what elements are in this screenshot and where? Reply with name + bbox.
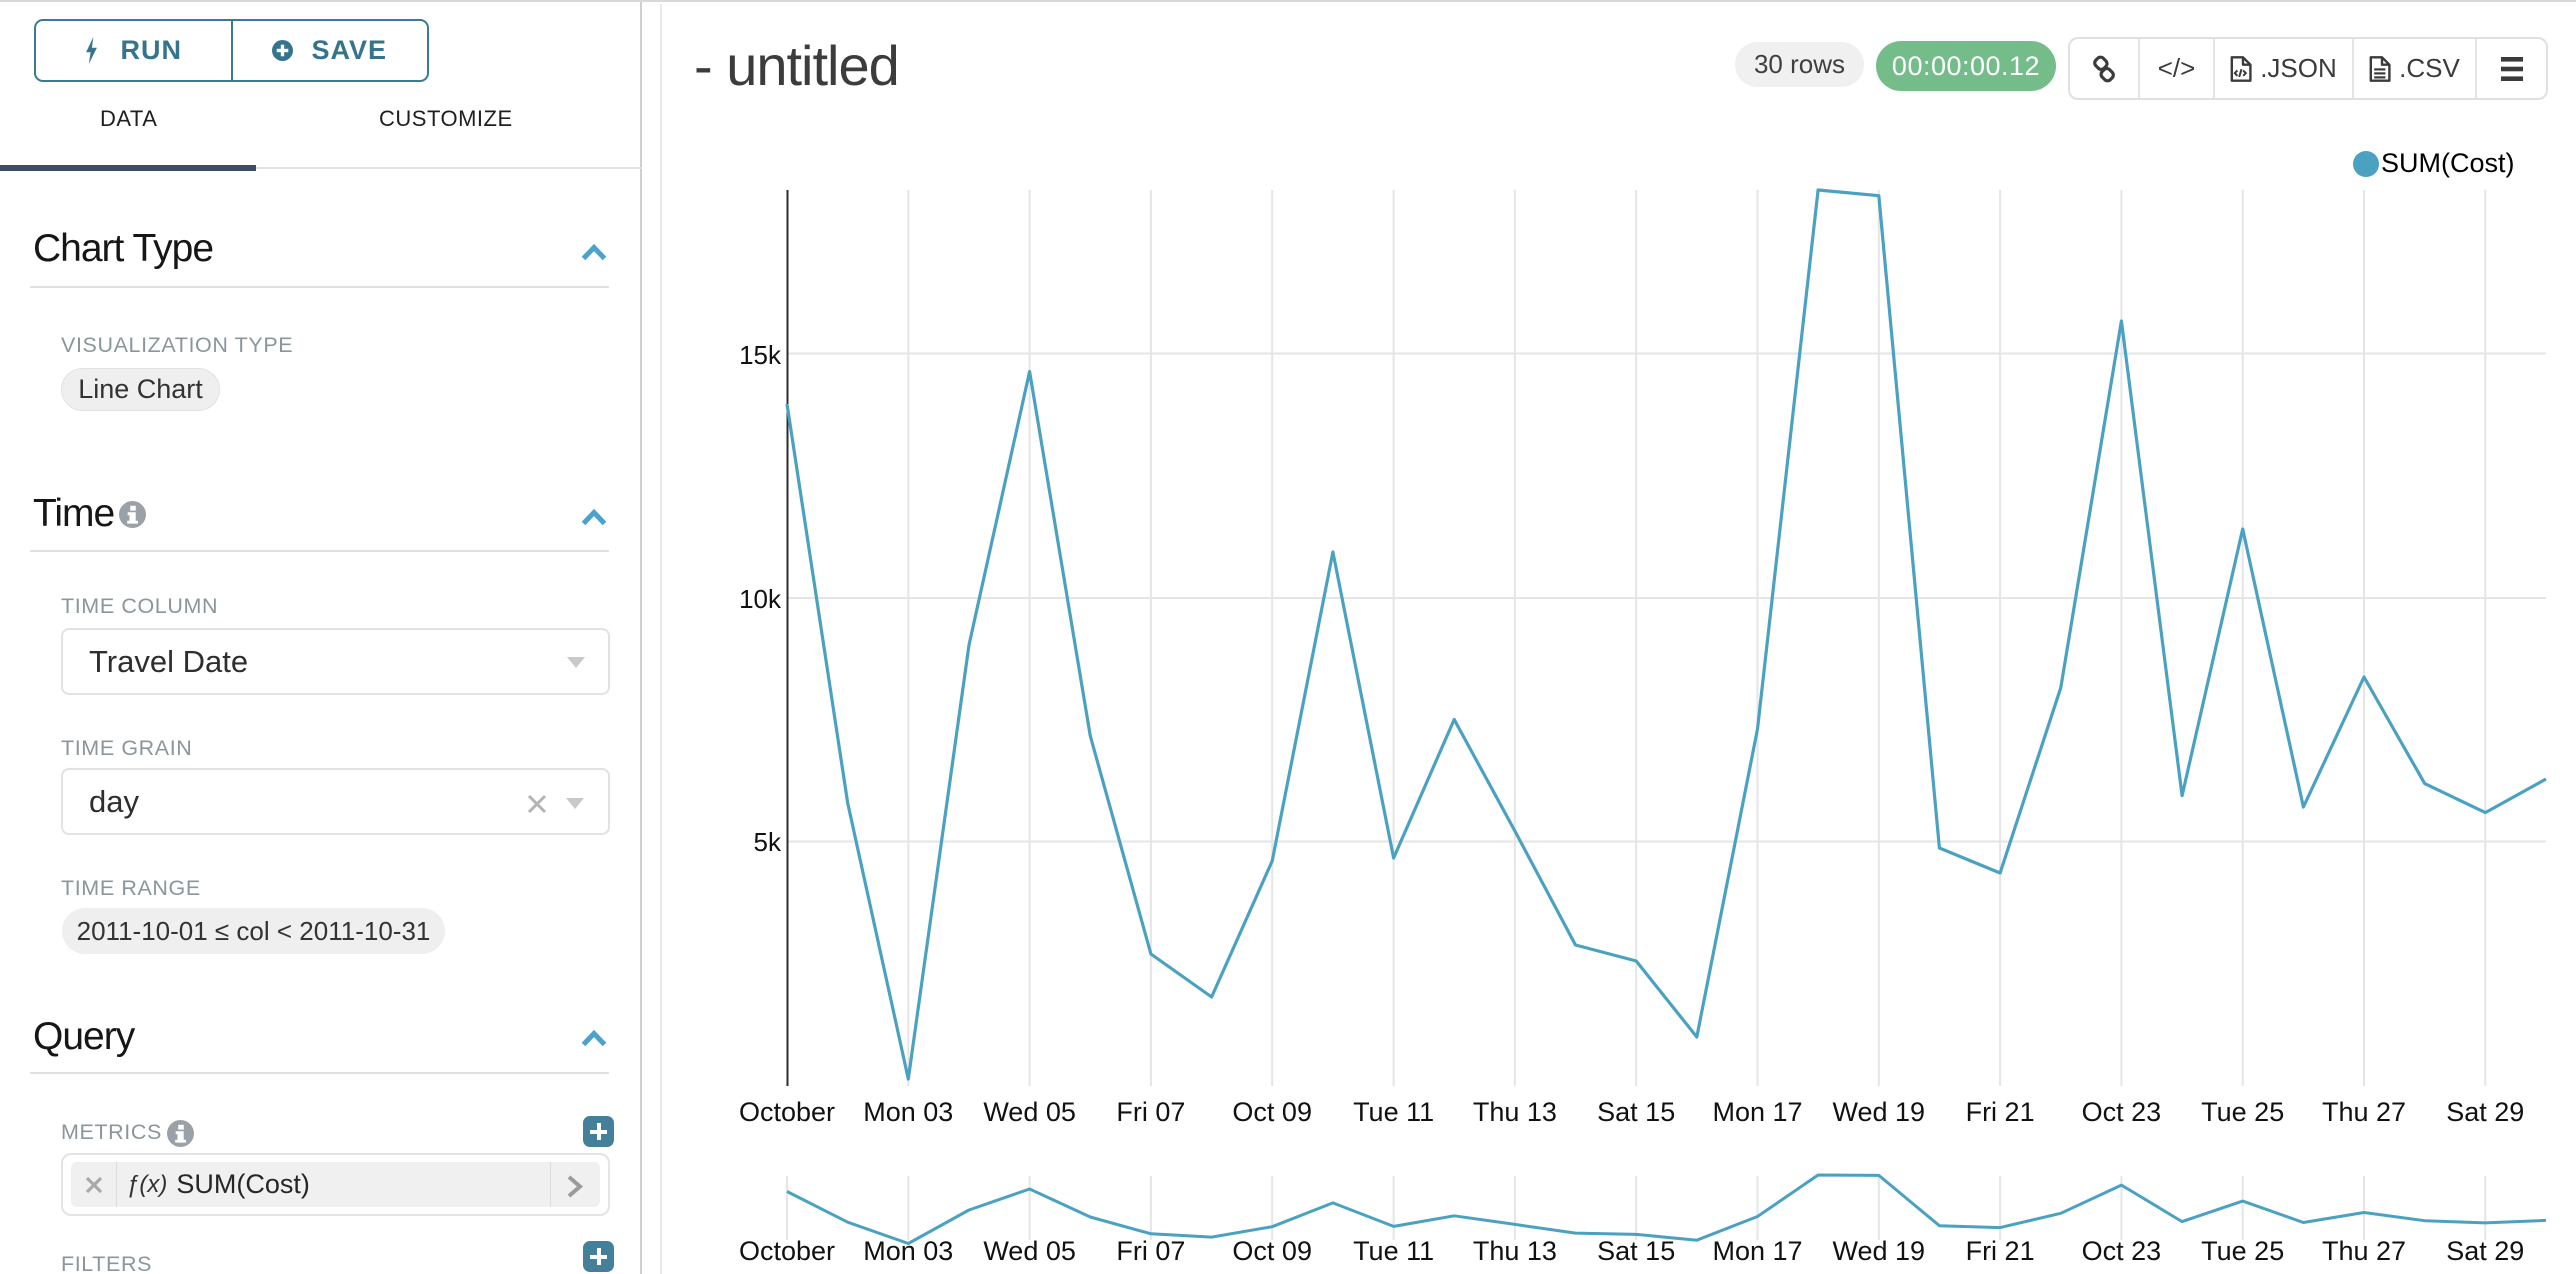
svg-text:Fri 07: Fri 07	[1116, 1236, 1185, 1266]
svg-text:Fri 07: Fri 07	[1116, 1097, 1185, 1127]
svg-text:Mon 03: Mon 03	[863, 1097, 953, 1127]
svg-text:Oct 09: Oct 09	[1232, 1236, 1312, 1266]
svg-text:Sat 15: Sat 15	[1597, 1236, 1675, 1266]
svg-text:Wed 19: Wed 19	[1833, 1097, 1926, 1127]
svg-text:10k: 10k	[739, 584, 782, 614]
svg-text:Wed 19: Wed 19	[1833, 1236, 1926, 1266]
svg-text:October: October	[739, 1097, 835, 1127]
svg-text:Oct 09: Oct 09	[1232, 1097, 1312, 1127]
svg-text:Tue 11: Tue 11	[1353, 1236, 1434, 1266]
svg-text:Oct 23: Oct 23	[2082, 1236, 2162, 1266]
svg-text:Oct 23: Oct 23	[2082, 1097, 2162, 1127]
svg-text:Wed 05: Wed 05	[983, 1236, 1076, 1266]
svg-text:Tue 11: Tue 11	[1353, 1097, 1434, 1127]
svg-text:Sat 29: Sat 29	[2446, 1236, 2524, 1266]
svg-text:Mon 17: Mon 17	[1712, 1097, 1802, 1127]
svg-text:15k: 15k	[739, 340, 782, 370]
svg-text:Thu 13: Thu 13	[1473, 1097, 1557, 1127]
svg-text:Thu 13: Thu 13	[1473, 1236, 1557, 1266]
svg-text:Thu 27: Thu 27	[2322, 1097, 2406, 1127]
svg-text:Mon 03: Mon 03	[863, 1236, 953, 1266]
svg-text:Sat 29: Sat 29	[2446, 1097, 2524, 1127]
svg-text:Wed 05: Wed 05	[983, 1097, 1076, 1127]
svg-text:5k: 5k	[754, 827, 782, 857]
svg-text:Thu 27: Thu 27	[2322, 1236, 2406, 1266]
svg-text:Fri 21: Fri 21	[1966, 1097, 2035, 1127]
svg-text:Fri 21: Fri 21	[1966, 1236, 2035, 1266]
svg-text:Tue 25: Tue 25	[2201, 1097, 2284, 1127]
svg-text:Sat 15: Sat 15	[1597, 1097, 1675, 1127]
svg-text:Mon 17: Mon 17	[1712, 1236, 1802, 1266]
svg-text:October: October	[739, 1236, 835, 1266]
svg-text:Tue 25: Tue 25	[2201, 1236, 2284, 1266]
